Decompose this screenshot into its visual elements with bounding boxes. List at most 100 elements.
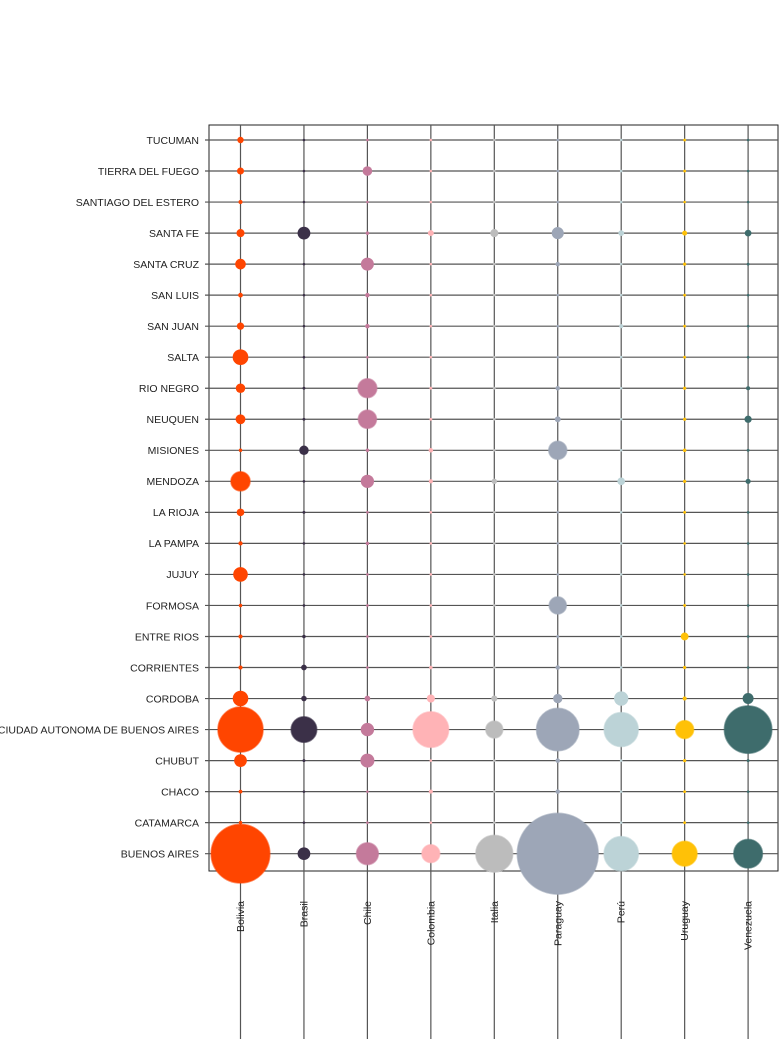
- bubble-brasil: [302, 759, 306, 763]
- bubble-per: [619, 511, 623, 514]
- bubble-bolivia: [238, 603, 243, 608]
- bubble-bolivia: [232, 349, 249, 366]
- bubble-bolivia: [238, 665, 243, 670]
- country-label: Italia: [489, 901, 501, 923]
- bubble-venezuela: [746, 386, 751, 391]
- bubble-uruguay: [682, 230, 688, 236]
- bubble-colombia: [429, 665, 433, 670]
- bubble-colombia: [429, 262, 433, 266]
- bubble-per: [619, 604, 623, 607]
- bubble-paraguay: [556, 169, 560, 173]
- bubble-italia: [493, 666, 496, 669]
- bubble-chile: [366, 635, 369, 638]
- province-label: NEUQUEN: [146, 414, 199, 426]
- bubble-brasil: [297, 226, 311, 240]
- bubble-brasil: [301, 695, 307, 702]
- province-label: BUENOS AIRES: [121, 848, 199, 860]
- bubble-brasil: [302, 480, 306, 483]
- bubble-brasil: [299, 445, 309, 456]
- bubble-italia: [490, 229, 499, 238]
- country-label: Paraguay: [552, 900, 564, 946]
- bubble-italia: [493, 604, 496, 607]
- bubble-venezuela: [746, 573, 750, 576]
- bubble-colombia: [429, 604, 433, 607]
- bubble-uruguay: [683, 604, 687, 607]
- bubble-colombia: [429, 169, 433, 173]
- bubble-venezuela: [746, 200, 750, 204]
- bubble-bolivia: [217, 706, 264, 753]
- bubble-brasil: [297, 847, 311, 861]
- bubble-bolivia: [238, 820, 243, 825]
- bubble-uruguay: [683, 138, 687, 142]
- bubble-uruguay: [683, 510, 687, 514]
- bubble-italia: [493, 138, 496, 142]
- province-label: SALTA: [167, 352, 199, 364]
- province-label: JUJUY: [166, 569, 199, 581]
- bubble-bolivia: [238, 200, 243, 205]
- bubble-colombia: [429, 293, 433, 297]
- bubble-colombia: [421, 844, 441, 864]
- bubble-paraguay: [556, 542, 560, 545]
- bubble-colombia: [429, 417, 433, 421]
- bubble-brasil: [302, 324, 306, 328]
- bubble-bolivia: [238, 541, 243, 546]
- bubble-chile: [366, 355, 369, 359]
- bubble-paraguay: [547, 440, 568, 461]
- bubble-colombia: [428, 448, 434, 453]
- bubble-italia: [493, 417, 496, 421]
- bubble-italia: [493, 542, 496, 545]
- bubble-italia: [493, 355, 496, 359]
- bubble-chile: [362, 166, 373, 176]
- bubble-brasil: [302, 262, 306, 266]
- bubble-italia: [493, 511, 496, 514]
- bubble-bolivia: [238, 292, 243, 298]
- bubble-chile: [357, 378, 378, 399]
- bubble-chile: [364, 695, 371, 702]
- bubble-paraguay: [556, 293, 560, 297]
- bubble-chile: [366, 666, 369, 669]
- bubble-venezuela: [744, 229, 752, 237]
- bubble-brasil: [302, 169, 306, 173]
- bubble-bolivia: [230, 471, 251, 492]
- bubble-venezuela: [744, 415, 752, 423]
- province-label: LA RIOJA: [153, 507, 199, 519]
- bubble-chile: [366, 138, 369, 142]
- country-label: Venezuela: [743, 901, 755, 950]
- province-label: SANTA CRUZ: [133, 259, 199, 271]
- bubble-venezuela: [746, 511, 750, 514]
- bubble-bolivia: [236, 229, 245, 238]
- country-label: Chile: [362, 901, 374, 925]
- bubble-bolivia: [238, 634, 243, 639]
- bubble-per: [617, 477, 625, 486]
- bubble-venezuela: [746, 542, 750, 545]
- bubble-per: [614, 691, 629, 706]
- bubble-paraguay: [556, 511, 560, 514]
- bubble-paraguay: [555, 385, 561, 391]
- bubble-bolivia: [235, 258, 246, 270]
- bubble-bolivia: [236, 322, 245, 330]
- country-label: Perú: [616, 901, 628, 923]
- bubble-italia: [491, 478, 497, 485]
- bubble-bolivia: [235, 383, 246, 393]
- bubble-colombia: [429, 759, 433, 762]
- bubble-paraguay: [556, 324, 560, 328]
- bubble-per: [619, 790, 623, 793]
- bubble-uruguay: [683, 665, 687, 670]
- bubble-venezuela: [746, 635, 750, 638]
- bubble-bolivia: [232, 690, 249, 707]
- bubble-uruguay: [683, 417, 687, 421]
- bubble-bolivia: [238, 789, 243, 794]
- bubble-uruguay: [683, 542, 686, 545]
- bubble-italia: [493, 759, 496, 762]
- bubble-per: [619, 573, 623, 576]
- province-label: MISIONES: [148, 445, 199, 457]
- bubble-uruguay: [683, 759, 687, 763]
- bubble-venezuela: [746, 324, 750, 328]
- bubble-per: [619, 324, 624, 329]
- province-label: CHACO: [161, 786, 199, 798]
- bubble-venezuela: [746, 821, 750, 824]
- bubble-per: [619, 449, 623, 452]
- bubble-venezuela: [746, 262, 750, 266]
- bubble-paraguay: [556, 200, 560, 204]
- bubble-uruguay: [683, 355, 687, 359]
